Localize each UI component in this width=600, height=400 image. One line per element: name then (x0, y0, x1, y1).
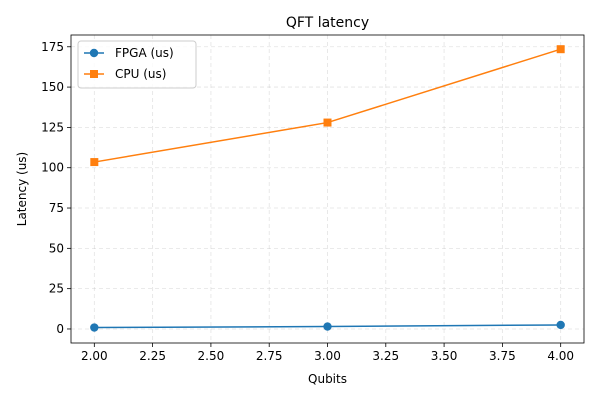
series-cpu-us (90, 45, 565, 167)
x-tick-label: 3.25 (372, 349, 399, 363)
y-tick-label: 75 (49, 201, 64, 215)
legend: FPGA (us) CPU (us) (77, 40, 197, 89)
legend-marker-cpu-us (90, 70, 98, 78)
x-tick-label: 3.00 (314, 349, 341, 363)
x-tick-label: 3.75 (489, 349, 516, 363)
x-axis-label: Qubits (308, 372, 347, 386)
y-tick-label: 50 (49, 241, 64, 255)
series-layer (90, 45, 565, 332)
legend-marker-fpga-us (89, 48, 99, 58)
y-tick-label: 175 (41, 40, 64, 54)
x-tick-label: 4.00 (547, 349, 574, 363)
data-point-cpu-us (556, 45, 565, 54)
y-tick-label: 100 (41, 161, 64, 175)
x-tick-label: 2.50 (198, 349, 225, 363)
chart-title: QFT latency (286, 15, 369, 31)
x-tick-label: 2.75 (256, 349, 283, 363)
ticks: 2.00 2.25 2.50 2.75 3.00 3.25 3.50 3.75 4.00 0 25 5… (41, 40, 574, 363)
legend-item-fpga-us: FPGA (us) (84, 46, 174, 60)
data-point-cpu-us (323, 118, 332, 127)
legend-item-cpu-us: CPU (us) (84, 67, 166, 81)
series-fpga-us (90, 320, 565, 332)
x-tick-label: 2.00 (81, 349, 108, 363)
legend-label-cpu-us: CPU (us) (115, 67, 166, 81)
y-tick-label: 150 (41, 80, 64, 94)
data-point-cpu-us (90, 158, 99, 167)
y-tick-label: 25 (49, 282, 64, 296)
data-point-fpga-us (556, 320, 565, 330)
legend-label-fpga-us: FPGA (us) (115, 46, 174, 60)
data-point-fpga-us (90, 323, 99, 332)
y-axis-label: Latency (us) (15, 152, 29, 226)
x-tick-label: 2.25 (139, 349, 166, 363)
legend-box (77, 40, 197, 89)
x-tick-label: 3.50 (431, 349, 458, 363)
y-tick-label: 125 (41, 120, 64, 134)
y-tick-label: 0 (56, 322, 64, 336)
data-point-fpga-us (323, 322, 332, 331)
